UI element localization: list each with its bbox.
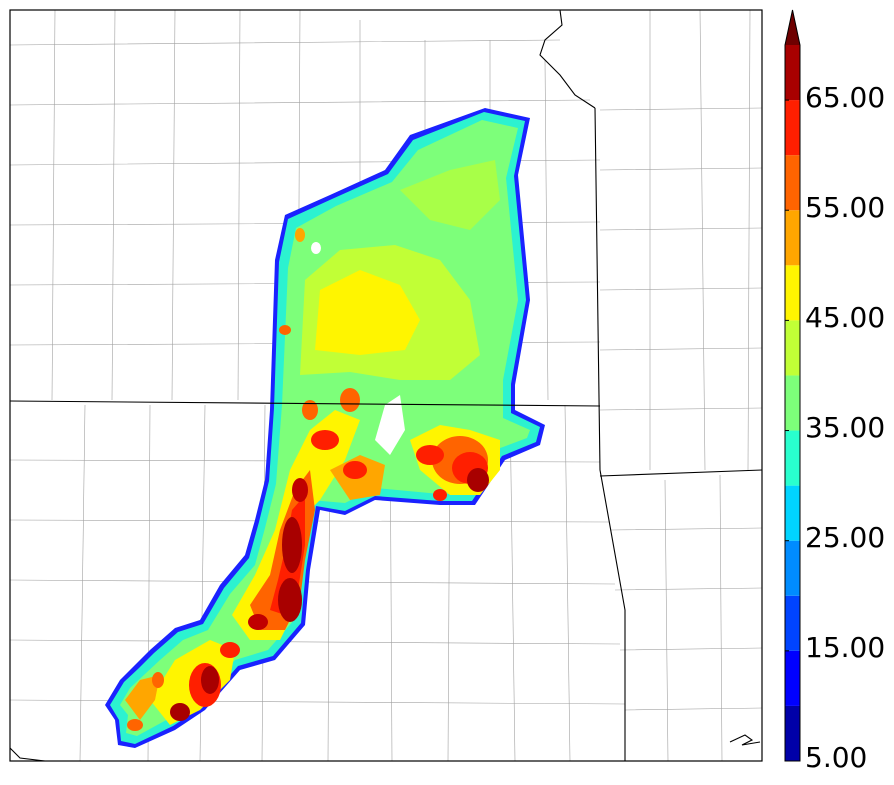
colorbar-segment — [785, 430, 800, 486]
colorbar-segment — [785, 540, 800, 596]
colorbar-tick-label: 55.00 — [805, 191, 886, 224]
colorbar-segment — [785, 320, 800, 376]
colorbar-tick-label: 25.00 — [805, 521, 886, 554]
reflectivity-field — [105, 108, 545, 748]
colorbar-segment — [785, 100, 800, 156]
colorbar-segment — [785, 705, 800, 761]
colorbar-segment — [785, 650, 800, 706]
state-lines — [10, 10, 762, 761]
colorbar-segment — [785, 485, 800, 541]
map-frame — [9, 9, 763, 762]
colorbar-tick-label: 15.00 — [805, 631, 886, 664]
colorbar-tick-label: 35.00 — [805, 411, 886, 444]
colorbar-tick-label: 45.00 — [805, 301, 886, 334]
colorbar-tick-label: 5.00 — [805, 741, 868, 774]
colorbar-extend-arrow — [785, 10, 800, 45]
colorbar-segment — [785, 375, 800, 431]
colorbar — [784, 9, 801, 762]
colorbar-segment — [785, 265, 800, 321]
colorbar-tick-label: 65.00 — [805, 81, 886, 114]
colorbar-segment — [785, 595, 800, 651]
colorbar-outline — [784, 9, 801, 762]
colorbar-segment — [785, 210, 800, 266]
colorbar-segment — [785, 155, 800, 211]
colorbar-segment — [785, 45, 800, 101]
